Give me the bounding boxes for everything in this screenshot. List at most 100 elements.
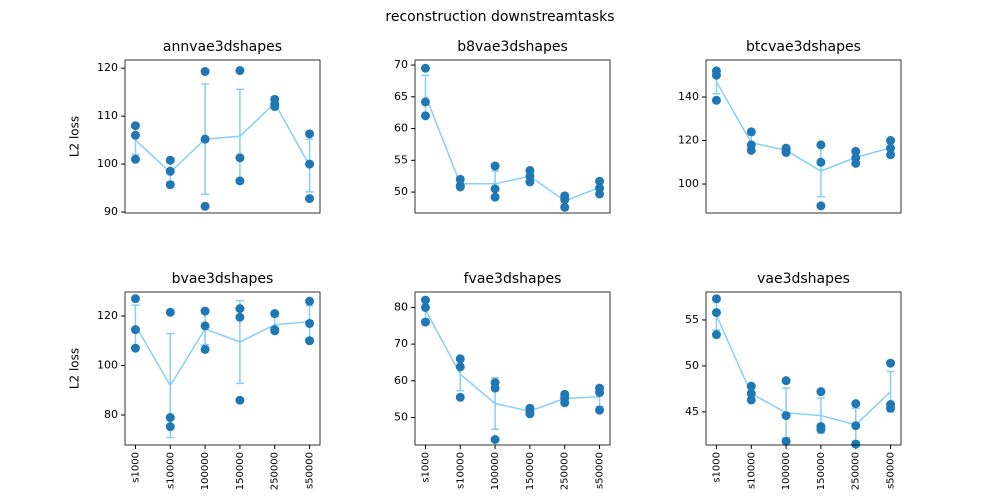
x-tick-label: s10000 — [165, 452, 176, 489]
y-axis-label: L2 loss — [68, 348, 82, 389]
point — [816, 157, 826, 167]
point — [781, 411, 791, 421]
x-tick-label: 100000 — [200, 452, 211, 490]
y-tick-label: 60 — [394, 374, 408, 387]
figure-title: reconstruction downstreamtasks — [385, 9, 614, 25]
x-tick-label: s1000 — [711, 452, 722, 483]
point — [490, 383, 500, 393]
x-tick-label: s1000 — [420, 452, 431, 483]
point — [711, 308, 721, 318]
mean-line — [424, 95, 600, 202]
point — [746, 127, 756, 137]
y-tick-label: 60 — [394, 122, 408, 135]
point — [200, 344, 210, 354]
point — [455, 354, 465, 364]
mean-line — [134, 101, 311, 174]
point — [595, 189, 605, 199]
point — [711, 294, 721, 304]
point — [560, 195, 570, 205]
x-tick-label: s50000 — [305, 452, 316, 489]
point — [270, 99, 280, 109]
y-tick-label: 45 — [685, 405, 699, 418]
point — [746, 145, 756, 155]
point — [420, 302, 430, 312]
point — [165, 166, 175, 176]
y-tick-label: 55 — [394, 153, 408, 166]
point — [851, 421, 861, 431]
point — [165, 155, 175, 165]
point — [305, 296, 315, 306]
axes-frame — [414, 291, 611, 446]
point — [595, 388, 605, 398]
point — [886, 358, 896, 368]
y-tick-label: 65 — [394, 90, 408, 103]
point — [525, 409, 535, 419]
point — [200, 321, 210, 331]
point — [270, 326, 280, 336]
y-tick-label: 80 — [394, 300, 408, 313]
axes-frame — [414, 59, 611, 214]
x-tick-label: 150000 — [525, 452, 536, 490]
subplot-title: bvae3dshapes — [172, 271, 274, 287]
y-tick-label: 50 — [685, 359, 699, 372]
y-tick-label: 70 — [394, 337, 408, 350]
x-tick-label: s50000 — [886, 452, 897, 489]
point — [746, 389, 756, 399]
point — [130, 130, 140, 140]
mean-line — [715, 81, 891, 172]
mean-line — [715, 315, 892, 426]
y-tick-label: 120 — [678, 134, 699, 147]
point — [235, 395, 245, 405]
point — [595, 405, 605, 415]
point — [130, 154, 140, 164]
point — [851, 399, 861, 409]
point — [420, 63, 430, 73]
point — [165, 422, 175, 432]
point — [200, 306, 210, 316]
y-tick-label: 50 — [394, 185, 408, 198]
point — [851, 146, 861, 156]
point — [560, 202, 570, 212]
point — [165, 413, 175, 423]
point — [165, 307, 175, 317]
point — [270, 309, 280, 319]
point — [595, 176, 605, 186]
point — [525, 177, 535, 187]
y-tick-label: 50 — [394, 410, 408, 423]
point — [560, 398, 570, 408]
point — [490, 434, 500, 444]
point — [455, 392, 465, 402]
point — [200, 201, 210, 211]
x-tick-label: 250000 — [851, 452, 862, 490]
point — [746, 381, 756, 391]
point — [711, 95, 721, 105]
point — [711, 70, 721, 80]
point — [130, 343, 140, 353]
point — [305, 159, 315, 169]
point — [816, 387, 826, 397]
mean-line — [424, 309, 600, 413]
point — [816, 140, 826, 150]
point — [781, 436, 791, 446]
y-tick-label: 120 — [97, 61, 118, 74]
point — [165, 180, 175, 190]
x-tick-label: s10000 — [455, 452, 466, 489]
y-axis-label: L2 loss — [68, 116, 82, 157]
point — [200, 134, 210, 144]
point — [886, 150, 896, 160]
subplot-title: b8vae3dshapes — [457, 39, 568, 55]
point — [816, 424, 826, 434]
point — [886, 143, 896, 153]
point — [235, 153, 245, 163]
subplot-title: vae3dshapes — [757, 271, 850, 287]
point — [420, 295, 430, 305]
x-tick-label: 250000 — [270, 452, 281, 490]
point — [235, 176, 245, 186]
y-tick-label: 80 — [104, 408, 118, 421]
x-tick-label: 100000 — [490, 452, 501, 490]
point — [490, 184, 500, 194]
point — [420, 97, 430, 107]
y-tick-label: 100 — [97, 359, 118, 372]
